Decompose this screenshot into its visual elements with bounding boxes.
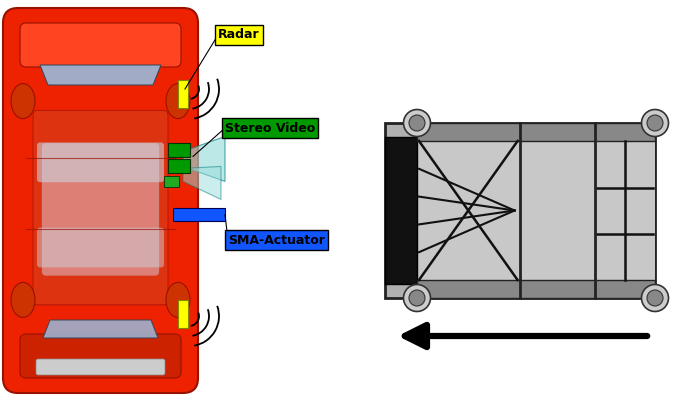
Circle shape: [409, 290, 425, 306]
Polygon shape: [183, 166, 221, 200]
FancyBboxPatch shape: [20, 334, 181, 378]
Bar: [417, 123, 655, 141]
Bar: [169, 160, 191, 174]
Polygon shape: [40, 65, 161, 85]
Ellipse shape: [166, 84, 190, 118]
Circle shape: [641, 110, 669, 136]
Circle shape: [647, 290, 663, 306]
Bar: [178, 300, 188, 328]
Bar: [417, 280, 655, 298]
Bar: [169, 144, 191, 158]
Ellipse shape: [166, 282, 190, 318]
FancyBboxPatch shape: [20, 23, 181, 67]
Circle shape: [403, 284, 431, 312]
Bar: [385, 123, 655, 298]
FancyBboxPatch shape: [42, 143, 159, 276]
Text: Stereo Video: Stereo Video: [225, 122, 315, 134]
Circle shape: [641, 284, 669, 312]
Circle shape: [409, 115, 425, 131]
Bar: [173, 208, 225, 221]
Text: SMA-Actuator: SMA-Actuator: [228, 234, 325, 246]
Bar: [385, 137, 417, 284]
Polygon shape: [183, 136, 225, 182]
FancyBboxPatch shape: [37, 142, 164, 182]
Ellipse shape: [11, 84, 35, 118]
Bar: [417, 141, 655, 280]
FancyBboxPatch shape: [36, 359, 165, 375]
FancyBboxPatch shape: [3, 8, 198, 393]
Bar: [164, 176, 180, 188]
Bar: [178, 80, 188, 108]
Circle shape: [647, 115, 663, 131]
Polygon shape: [43, 320, 158, 338]
FancyBboxPatch shape: [33, 110, 168, 305]
Circle shape: [403, 110, 431, 136]
Ellipse shape: [11, 282, 35, 318]
FancyBboxPatch shape: [37, 228, 164, 267]
Text: Radar: Radar: [218, 28, 259, 42]
